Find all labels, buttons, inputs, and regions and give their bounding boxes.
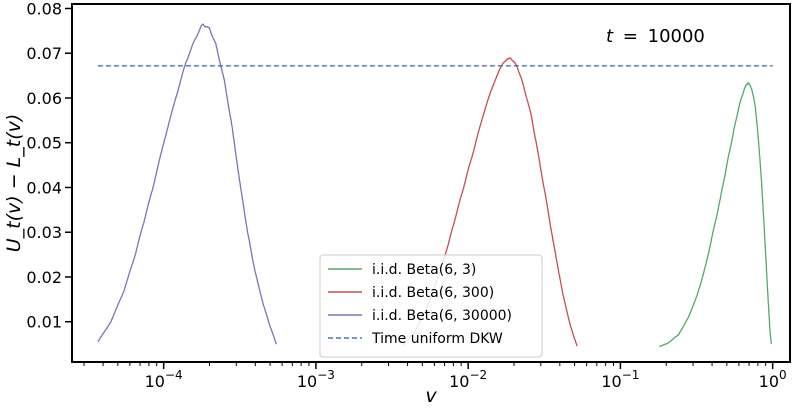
y-tick-label: 0.01 <box>26 313 62 332</box>
y-tick-label: 0.07 <box>26 44 62 63</box>
x-tick-label: 10−4 <box>145 368 183 391</box>
x-axis-label: v <box>425 385 437 407</box>
x-tick-label: 10−3 <box>297 368 335 391</box>
y-axis-ticks: 0.01 0.02 0.03 0.04 0.05 0.06 0.07 0.08 <box>26 0 72 332</box>
axes-frame <box>71 3 791 363</box>
y-tick-label: 0.05 <box>26 134 62 153</box>
time-annotation-value: 10000 <box>648 26 705 47</box>
y-axis-label: U_t(v) − L_t(v) <box>3 114 25 253</box>
legend-label: i.i.d. Beta(6, 3) <box>372 262 476 278</box>
legend-label: i.i.d. Beta(6, 300) <box>372 285 494 301</box>
legend: i.i.d. Beta(6, 3) i.i.d. Beta(6, 300) i.i.… <box>319 254 543 358</box>
legend-box <box>319 254 543 358</box>
y-tick-label: 0.03 <box>26 223 62 242</box>
time-annotation: t = 10000 <box>606 26 705 47</box>
series-line-3 <box>97 23 277 345</box>
y-tick-label: 0.08 <box>26 0 62 18</box>
series-line-1 <box>659 82 772 347</box>
legend-label: Time uniform DKW <box>371 331 503 347</box>
time-annotation-symbol: t <box>606 26 614 47</box>
x-tick-label: 10−2 <box>449 368 487 391</box>
legend-items: i.i.d. Beta(6, 3) i.i.d. Beta(6, 300) i.i.… <box>328 262 512 347</box>
x-tick-label: 100 <box>759 368 787 391</box>
x-tick-label: 10−1 <box>601 368 639 391</box>
legend-label: i.i.d. Beta(6, 30000) <box>372 308 512 324</box>
time-annotation-equals: = <box>623 26 638 47</box>
y-tick-label: 0.06 <box>26 89 62 108</box>
x-axis-ticks: 10−4 10−3 10−2 10−1 100 <box>83 362 787 391</box>
y-tick-label: 0.04 <box>26 178 62 197</box>
y-tick-label: 0.02 <box>26 268 62 287</box>
